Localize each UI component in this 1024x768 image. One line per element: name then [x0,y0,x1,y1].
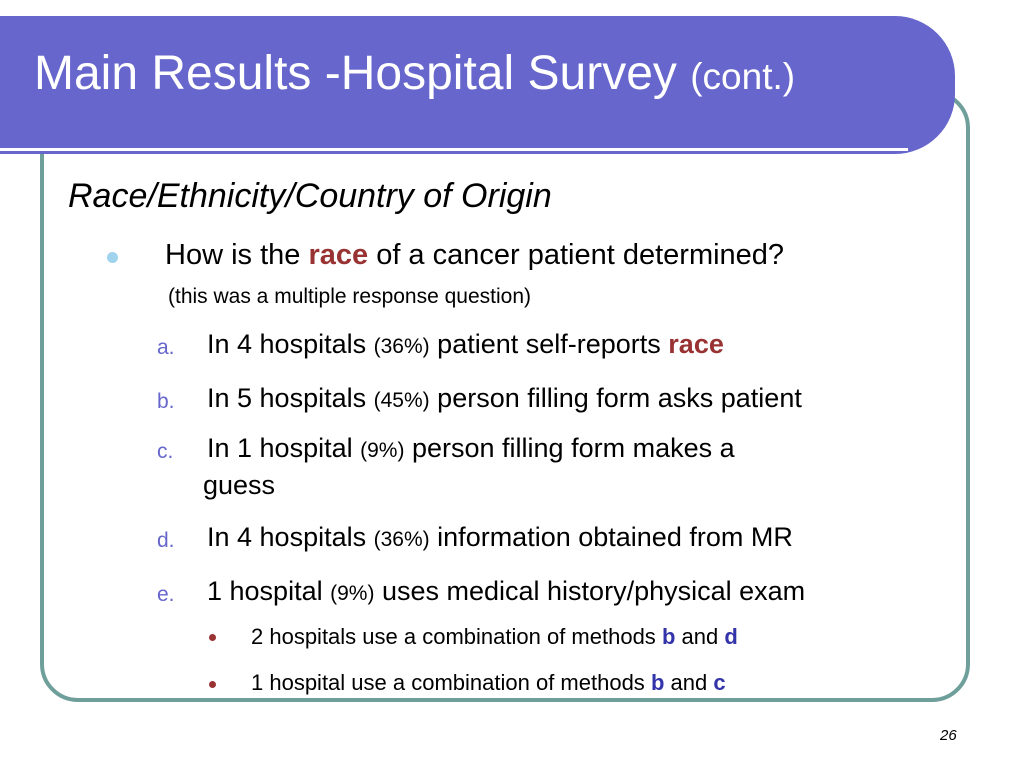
list-lead-d: In 4 hospitals [207,522,367,552]
question-text: How is the race of a cancer patient dete… [165,238,784,273]
sub-item-1: 2 hospitals use a combination of methods… [251,624,738,650]
question-note: (this was a multiple response question) [168,285,532,308]
list-marker-d: d. [157,529,175,552]
list-rest-a: patient self-reports [437,329,661,359]
list-continuation-c: guess [203,470,276,500]
list-pct-d: (36%) [373,528,430,551]
sub-item-1-text: 2 hospitals use a combination of methods [251,624,656,649]
slide-title-suffix: (cont.) [690,56,796,97]
list-lead-a: In 4 hospitals [207,329,367,359]
list-pct-c: (9%) [360,439,405,462]
sub-item-2-text: 1 hospital use a combination of methods [251,670,645,695]
list-marker-c: c. [157,440,174,463]
list-rest-e: uses medical history/physical exam [381,576,806,606]
sub-item-2: 1 hospital use a combination of methods … [251,670,726,696]
sub-item-bullet [209,681,216,688]
list-marker-e: e. [157,583,175,606]
list-rest-c: person filling form makes a [411,433,735,463]
slide-title: Main Results -Hospital Survey (cont.) [34,47,796,101]
sub-item-1-joiner: and [681,624,719,649]
question-bullet [107,252,118,263]
list-rest-b: person filling form asks patient [437,383,802,413]
list-text-c: In 1 hospital (9%) person filling form m… [207,431,735,465]
sub-item-2-second: c [713,670,726,695]
slide-title-main: Main Results -Hospital Survey [34,47,677,100]
sub-item-1-second: d [724,624,738,649]
list-text-a: In 4 hospitals (36%) patient self-report… [207,327,724,361]
title-bar [0,16,955,154]
sub-item-bullet [209,634,216,641]
list-highlight-a: race [668,329,724,359]
list-text-e: 1 hospital (9%) uses medical history/phy… [207,574,805,608]
list-marker-b: b. [157,390,175,413]
sub-item-1-first: b [661,624,676,649]
list-pct-e: (9%) [330,582,375,605]
list-marker-a: a. [157,336,175,359]
question-suffix: of a cancer patient determined? [376,239,785,271]
list-pct-a: (36%) [373,335,430,358]
list-pct-b: (45%) [373,389,430,412]
list-text-b: In 5 hospitals (45%) person filling form… [207,381,802,415]
slide-number: 26 [940,727,957,744]
list-lead-c: In 1 hospital [207,433,353,463]
question-prefix: How is the [165,239,301,271]
section-heading: Race/Ethnicity/Country of Origin [68,177,552,215]
sub-item-2-first: b [650,670,665,695]
list-lead-b: In 5 hospitals [207,383,367,413]
content-frame [40,90,970,702]
list-rest-d: information obtained from MR [437,522,793,552]
sub-item-2-joiner: and [670,670,708,695]
title-underline [0,148,908,151]
list-lead-e: 1 hospital [207,576,323,606]
list-text-d: In 4 hospitals (36%) information obtaine… [207,520,793,554]
question-highlight: race [308,239,369,271]
